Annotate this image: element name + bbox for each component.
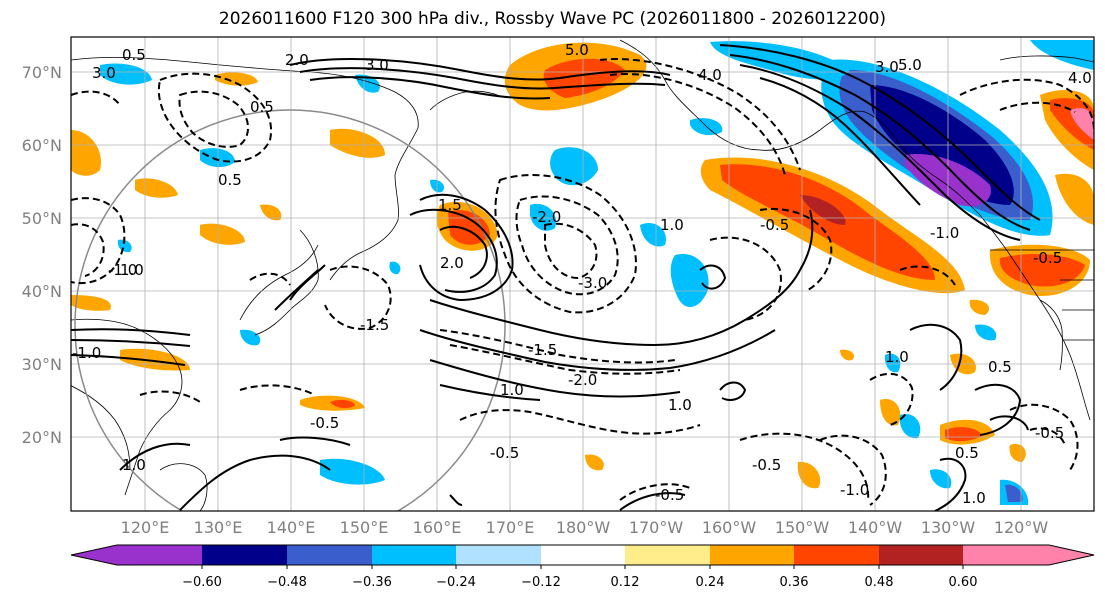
contour-label: 4.0: [698, 66, 722, 84]
colorbar-outline: [70, 544, 1095, 566]
colorbar-tick-label: 0.24: [696, 575, 725, 590]
contour-label: 1.0: [660, 216, 684, 234]
lon-label: 170°E: [486, 518, 535, 537]
contour-label: -3.0: [578, 274, 607, 292]
lat-label: 40°N: [22, 282, 62, 301]
contour-label: 3.0: [92, 64, 116, 82]
colorbar-segment: [879, 545, 963, 565]
lat-label: 20°N: [22, 428, 62, 447]
contour-label: -1.5: [528, 341, 557, 359]
colorbar-segment: [202, 545, 287, 565]
colorbar-segment: [541, 545, 625, 565]
reference-circle: [74, 109, 506, 511]
contour-label: -0.5: [752, 456, 781, 474]
contour-labels: 5.0 4.0 3.0 3.0 3.0 5.0 4.0 2.0 1.5 2.0 …: [72, 41, 1092, 507]
contour-label: 3.0: [875, 58, 899, 76]
contour-label: 0.5: [250, 98, 274, 116]
map-frame: [70, 36, 1095, 512]
lon-label: 180°W: [556, 518, 611, 537]
contour-label: 1.0: [668, 396, 692, 414]
contour-label: -2.0: [568, 371, 597, 389]
contour-label: -0.5: [490, 444, 519, 462]
lat-label: 50°N: [22, 209, 62, 228]
lon-label: 170°W: [629, 518, 684, 537]
lon-label: 150°W: [775, 518, 830, 537]
contour-label: -2.0: [532, 208, 561, 226]
contour-label: -0.5: [1035, 424, 1064, 442]
lat-label: 60°N: [22, 136, 62, 155]
lon-label: 130°E: [194, 518, 243, 537]
colorbar-tick-label: −0.24: [436, 575, 476, 590]
latitude-labels: 70°N 60°N 50°N 40°N 30°N 20°N: [22, 63, 62, 447]
colorbar-segment: [456, 545, 541, 565]
contour-label: -1.5: [360, 316, 389, 334]
lon-label: 150°E: [340, 518, 389, 537]
lon-label: 140°W: [848, 518, 903, 537]
colorbar-tick-label: 0.48: [865, 575, 894, 590]
lon-label: 160°E: [413, 518, 462, 537]
longitude-labels: 120°E 130°E 140°E 150°E 160°E 170°E 180°…: [121, 518, 1049, 537]
lat-label: 30°N: [22, 355, 62, 374]
contour-label: 0.5: [122, 46, 146, 64]
colorbar-segment: [287, 545, 372, 565]
contour-label: -1.0: [72, 344, 101, 362]
contour-label: 1.0: [120, 261, 144, 279]
lon-label: 120°W: [994, 518, 1049, 537]
contour-label: 3.0: [365, 56, 389, 74]
colorbar-segment: [71, 545, 117, 565]
colorbar-tick-label: −0.60: [182, 575, 222, 590]
contour-label: -0.5: [1033, 249, 1062, 267]
colorbar: −0.60 −0.48 −0.36 −0.24 −0.12 0.12 0.24 …: [70, 544, 1095, 590]
shade-neg-bering: [550, 147, 598, 186]
colorbar-segment: [372, 545, 456, 565]
contours-positive: [71, 44, 1041, 511]
contour-label: -1.0: [930, 224, 959, 242]
lat-label: 70°N: [22, 63, 62, 82]
contour-label: 1.0: [500, 381, 524, 399]
contour-label: -1.0: [108, 261, 137, 279]
contour-label: 1.0: [122, 456, 146, 474]
colorbar-segment: [625, 545, 710, 565]
contour-label: 1.5: [438, 196, 462, 214]
contour-label: 2.0: [285, 51, 309, 69]
colorbar-segment: [1049, 545, 1094, 565]
contour-label: 0.5: [955, 444, 979, 462]
colorbar-segment: [710, 545, 794, 565]
contour-label: 5.0: [898, 56, 922, 74]
contour-label: -1.0: [840, 481, 869, 499]
lon-label: 120°E: [121, 518, 170, 537]
colorbar-tick-label: 0.36: [780, 575, 809, 590]
colorbar-segment: [794, 545, 879, 565]
contour-label: 2.0: [440, 254, 464, 272]
contour-label: 0.5: [988, 358, 1012, 376]
map-title: 2026011600 F120 300 hPa div., Rossby Wav…: [218, 9, 887, 29]
colorbar-tick-label: 0.12: [611, 575, 640, 590]
lon-label: 160°W: [702, 518, 757, 537]
contour-label: -0.5: [655, 486, 684, 504]
map-area: 5.0 4.0 3.0 3.0 3.0 5.0 4.0 2.0 1.5 2.0 …: [71, 37, 1094, 511]
contour-label: 4.0: [1068, 69, 1092, 87]
contour-label: 0.5: [218, 171, 242, 189]
contour-label: 5.0: [565, 41, 589, 59]
contour-label: 1.0: [885, 348, 909, 366]
contours-negative: [71, 58, 1094, 506]
colorbar-tick-label: −0.36: [352, 575, 392, 590]
colorbar-segment: [963, 545, 1049, 565]
colorbar-segment: [117, 545, 202, 565]
contour-label: -0.5: [760, 216, 789, 234]
lon-label: 140°E: [267, 518, 316, 537]
shade-neg-central-pacific: [670, 254, 709, 308]
contour-label: 1.0: [962, 489, 986, 507]
colorbar-tick-label: −0.48: [267, 575, 307, 590]
lon-label: 130°W: [921, 518, 976, 537]
colorbar-tick-label: −0.12: [521, 575, 561, 590]
contour-label: -0.5: [310, 414, 339, 432]
colorbar-tick-label: 0.60: [949, 575, 978, 590]
